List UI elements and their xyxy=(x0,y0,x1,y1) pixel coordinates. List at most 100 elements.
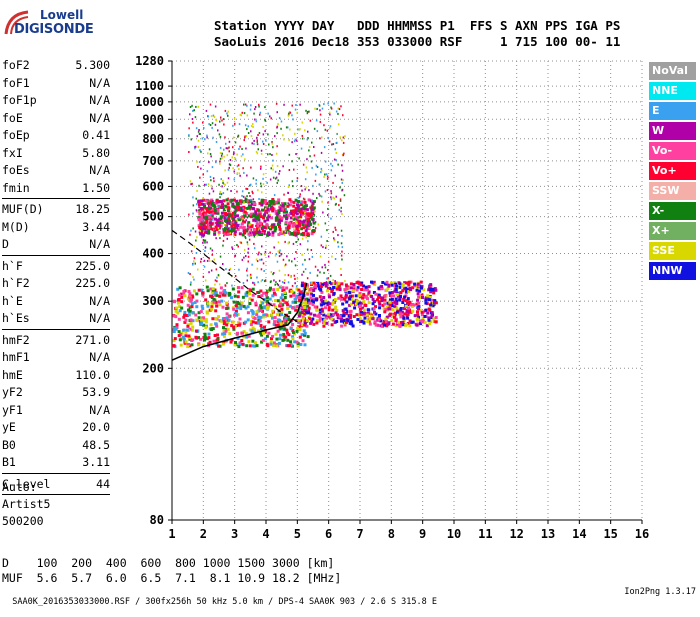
echo-point xyxy=(391,312,395,316)
echo-point xyxy=(252,281,254,284)
echo-point xyxy=(285,263,287,266)
echo-point xyxy=(343,288,347,292)
echo-point xyxy=(303,321,307,325)
echo-point xyxy=(294,210,298,214)
echo-point xyxy=(321,317,325,321)
echo-point xyxy=(242,304,246,308)
echo-point xyxy=(219,224,221,227)
echo-point xyxy=(286,255,288,258)
echo-point xyxy=(277,209,281,213)
echo-point xyxy=(234,122,236,125)
echo-point xyxy=(188,213,190,216)
echo-point xyxy=(323,322,327,326)
echo-point xyxy=(177,317,181,321)
echo-point xyxy=(227,227,231,231)
echo-point xyxy=(359,304,362,308)
echo-point xyxy=(242,219,244,222)
echo-point xyxy=(320,307,324,311)
echo-point xyxy=(278,205,282,209)
echo-point xyxy=(341,164,343,167)
echo-point xyxy=(237,290,241,294)
echo-point xyxy=(293,340,297,344)
echo-point xyxy=(310,320,314,324)
echo-point xyxy=(256,139,258,142)
echo-point xyxy=(260,280,263,283)
echo-point xyxy=(337,107,339,110)
echo-point xyxy=(391,322,395,326)
echo-point xyxy=(196,135,198,138)
echo-point xyxy=(330,169,333,172)
echo-point xyxy=(400,310,404,314)
echo-point xyxy=(380,284,384,288)
echo-point xyxy=(208,161,210,164)
echo-point xyxy=(315,298,318,302)
echo-point xyxy=(263,337,267,341)
echo-point xyxy=(219,157,222,160)
echo-point xyxy=(308,317,311,321)
echo-point xyxy=(329,126,331,129)
echo-point xyxy=(281,286,285,290)
echo-point xyxy=(312,221,316,225)
echo-point xyxy=(345,287,349,291)
echo-point xyxy=(339,199,342,202)
echo-point xyxy=(242,208,246,212)
echo-point xyxy=(197,130,200,133)
echo-point xyxy=(215,141,218,143)
echo-point xyxy=(308,258,311,261)
echo-point xyxy=(177,330,181,334)
echo-point xyxy=(416,313,420,317)
echo-point xyxy=(306,218,310,222)
echo-point xyxy=(362,300,366,304)
echo-point xyxy=(374,305,377,309)
param-row: hmE 110.0 xyxy=(2,367,110,385)
echo-point xyxy=(291,335,295,339)
echo-point xyxy=(310,281,314,285)
header-row-values: SaoLuis 2016 Dec18 353 033000 RSF 1 715 … xyxy=(214,34,621,49)
echo-point xyxy=(404,286,408,290)
auto-code: 500200 xyxy=(2,514,44,528)
echo-point xyxy=(195,318,199,322)
echo-point xyxy=(312,322,316,326)
param-value: N/A xyxy=(89,237,110,251)
echo-point xyxy=(238,148,240,150)
echo-point xyxy=(200,288,204,292)
echo-point xyxy=(204,202,207,205)
echo-point xyxy=(262,331,265,335)
echo-point xyxy=(362,293,366,297)
param-value: 3.11 xyxy=(82,455,110,469)
echo-point xyxy=(280,216,284,220)
echo-point xyxy=(245,207,249,210)
echo-point xyxy=(424,308,428,312)
echo-point xyxy=(206,136,208,139)
echo-point xyxy=(194,146,196,149)
echo-point xyxy=(288,184,290,187)
echo-point xyxy=(245,255,247,258)
echo-point xyxy=(247,255,250,258)
echo-point xyxy=(366,297,369,301)
echo-point xyxy=(260,165,262,168)
echo-point xyxy=(283,297,287,301)
echo-point xyxy=(404,304,408,308)
echo-point xyxy=(271,199,275,203)
echo-point xyxy=(214,279,217,282)
echo-point xyxy=(345,300,349,304)
echo-point xyxy=(405,309,409,313)
echo-point xyxy=(213,293,217,297)
echo-point xyxy=(377,286,381,290)
echo-point xyxy=(266,289,270,293)
echo-point xyxy=(255,120,258,123)
echo-point xyxy=(324,128,327,131)
echo-point xyxy=(233,233,237,237)
echo-point xyxy=(238,203,240,206)
echo-point xyxy=(239,113,242,116)
echo-point xyxy=(253,142,255,145)
echo-point xyxy=(258,210,261,214)
echo-point xyxy=(269,226,272,229)
logo-arc-icon xyxy=(4,10,29,35)
echo-point xyxy=(243,171,245,174)
echo-point xyxy=(207,206,211,210)
echo-point xyxy=(417,295,421,299)
echo-point xyxy=(379,319,383,323)
x-tick-label: 3 xyxy=(231,527,238,541)
echo-point xyxy=(304,311,308,315)
